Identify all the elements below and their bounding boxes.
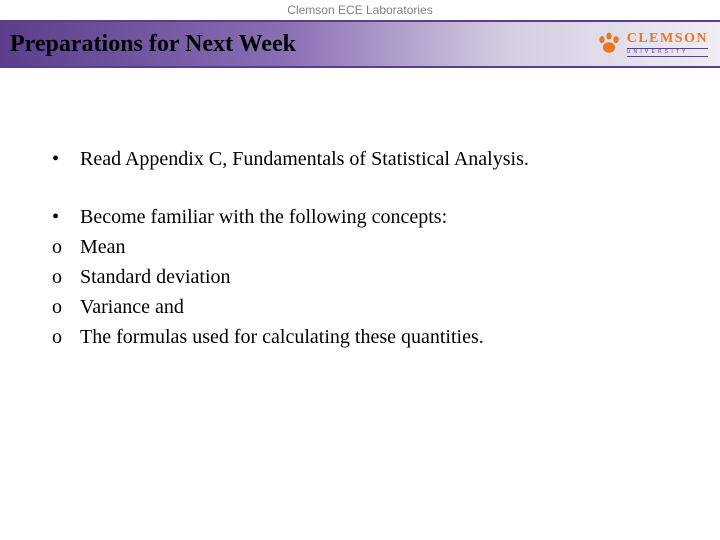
- list-item: o Mean: [52, 232, 680, 262]
- sub-text: Variance and: [80, 292, 184, 322]
- bullet-text: Become familiar with the following conce…: [80, 202, 447, 232]
- slide: Clemson ECE Laboratories 42 Preparations…: [0, 0, 720, 540]
- sub-text: Mean: [80, 232, 126, 262]
- sub-text: Standard deviation: [80, 262, 231, 292]
- list-item: o The formulas used for calculating thes…: [52, 322, 680, 352]
- content-area: • Read Appendix C, Fundamentals of Stati…: [0, 68, 720, 540]
- bullet-marker: •: [52, 144, 80, 174]
- sub-marker: o: [52, 262, 80, 292]
- logo-main-text: CLEMSON: [627, 32, 708, 46]
- top-label-row: Clemson ECE Laboratories: [0, 0, 720, 20]
- list-item: o Variance and: [52, 292, 680, 322]
- sub-marker: o: [52, 292, 80, 322]
- list-item: o Standard deviation: [52, 262, 680, 292]
- clemson-logo: CLEMSON UNIVERSITY: [595, 30, 708, 58]
- title-bar: Preparations for Next Week CLEMSON UNIVE…: [0, 20, 720, 68]
- list-item: • Become familiar with the following con…: [52, 202, 680, 232]
- paw-icon: [595, 30, 623, 58]
- lab-label: Clemson ECE Laboratories: [287, 3, 432, 17]
- logo-sub-text: UNIVERSITY: [627, 48, 708, 57]
- bullet-text: Read Appendix C, Fundamentals of Statist…: [80, 144, 529, 174]
- page-number: 42: [680, 0, 720, 20]
- slide-title: Preparations for Next Week: [10, 31, 296, 58]
- sub-text: The formulas used for calculating these …: [80, 322, 484, 352]
- bullet-marker: •: [52, 202, 80, 232]
- sub-marker: o: [52, 232, 80, 262]
- logo-text: CLEMSON UNIVERSITY: [627, 32, 708, 57]
- sub-marker: o: [52, 322, 80, 352]
- list-item: • Read Appendix C, Fundamentals of Stati…: [52, 144, 680, 174]
